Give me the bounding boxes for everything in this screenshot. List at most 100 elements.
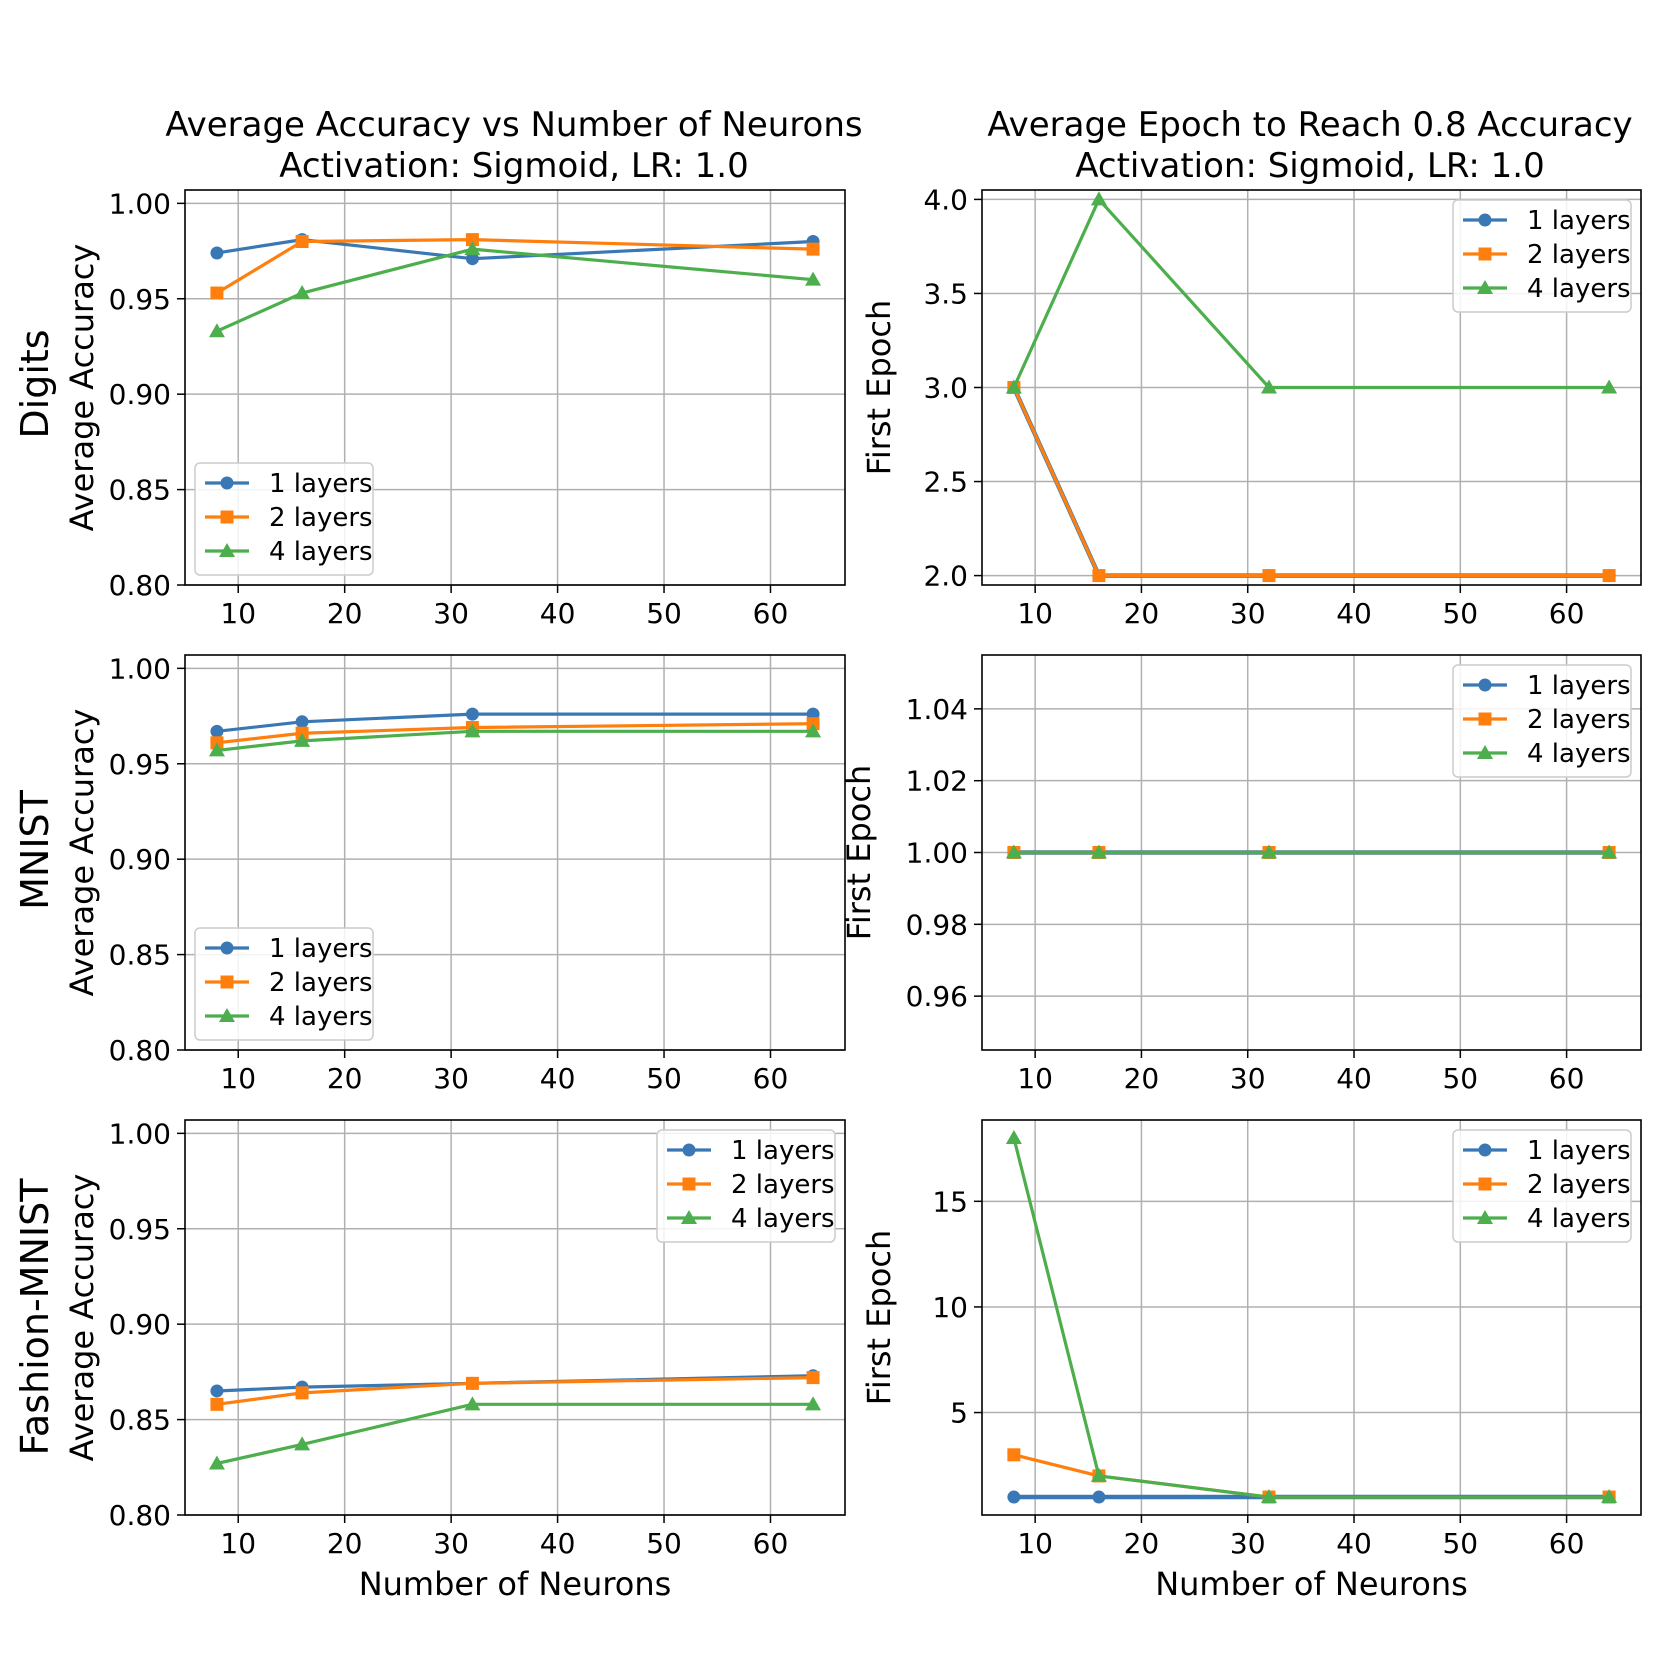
data-point-4-layers (464, 241, 481, 256)
data-point-2-layers (295, 1386, 309, 1400)
legend-label: 2 layers (269, 503, 373, 533)
x-tick-label: 60 (1549, 597, 1585, 630)
x-tick-label: 20 (1124, 1527, 1160, 1560)
legend-marker (220, 510, 234, 524)
y-axis-label: Average Accuracy (63, 709, 101, 997)
data-point-2-layers (1092, 569, 1106, 583)
x-tick-label: 10 (1017, 1527, 1053, 1560)
row-label-digits: Digits (13, 329, 57, 438)
y-tick-label: 1.00 (109, 187, 171, 220)
x-tick-label: 10 (220, 1527, 256, 1560)
x-tick-label: 50 (646, 597, 682, 630)
legend: 1 layers 2 layers 4 layers (1452, 664, 1632, 778)
legend-marker (1478, 712, 1492, 726)
data-point-2-layers (295, 235, 309, 249)
legend-label: 2 layers (1527, 240, 1631, 270)
legend-marker (1478, 678, 1492, 692)
legend-marker (219, 1008, 235, 1022)
y-axis-label: Average Accuracy (63, 1174, 101, 1462)
x-tick-label: 10 (1017, 1062, 1053, 1095)
data-point-1-layers (295, 715, 309, 729)
axes-frame (981, 654, 1642, 1051)
series-line-2-layers (216, 238, 814, 295)
legend-label: 1 layers (731, 1136, 835, 1166)
x-tick-label: 30 (1230, 597, 1266, 630)
data-point-4-layers (805, 1396, 822, 1411)
y-tick-label: 0.96 (906, 980, 968, 1013)
y-tick-label: 0.80 (109, 569, 171, 602)
y-tick-label: 0.80 (109, 1034, 171, 1067)
data-point-4-layers (1005, 379, 1022, 394)
data-point-1-layers (210, 246, 224, 260)
x-tick-label: 20 (327, 1527, 363, 1560)
data-point-1-layers (210, 724, 224, 738)
row-label-mnist: MNIST (13, 789, 57, 910)
legend-label: 4 layers (269, 537, 373, 567)
x-tick-label: 50 (1442, 597, 1478, 630)
panel-mnist-epoch: 10 20 30 40 50 60 0.96 0.98 1.00 1.02 1.04 First Ep… (840, 654, 1642, 1095)
data-point-4-layers (805, 723, 822, 738)
data-point-2-layers (1262, 569, 1276, 583)
legend-label: 2 layers (269, 968, 373, 998)
data-point-2-layers (210, 1397, 224, 1411)
row-label-fashion-mnist: Fashion-MNIST (13, 1178, 57, 1456)
legend-box (656, 1129, 836, 1243)
legend-marker (682, 1143, 696, 1157)
data-point-1-layers (1007, 1490, 1021, 1504)
x-tick-label: 40 (1336, 597, 1372, 630)
legend-box (1452, 199, 1632, 313)
data-point-4-layers (1260, 1489, 1277, 1504)
legend-label: 4 layers (269, 1002, 373, 1032)
y-tick-label: 3.5 (923, 277, 968, 310)
x-tick-label: 40 (540, 1527, 576, 1560)
data-point-2-layers (210, 286, 224, 300)
series-line-4-layers (216, 1402, 814, 1466)
data-point-4-layers (1090, 1467, 1107, 1482)
legend-marker (1478, 1177, 1492, 1191)
panel-mnist-accuracy: 10 20 30 40 50 60 0.80 0.85 0.90 0.95 1.00Average … (63, 652, 846, 1095)
data-point-4-layers (805, 271, 822, 286)
y-tick-label: 15 (932, 1185, 968, 1218)
data-point-1-layers (465, 707, 479, 721)
legend-label: 2 layers (731, 1170, 835, 1200)
series-line-1-layers (216, 238, 814, 261)
y-tick-label: 10 (932, 1291, 968, 1324)
data-point-2-layers (806, 1371, 820, 1385)
y-tick-label: 0.85 (109, 1404, 171, 1437)
y-tick-label: 1.02 (906, 765, 968, 798)
data-point-4-layers (294, 1436, 311, 1451)
legend: 1 layers 2 layers 4 layers (1452, 1129, 1632, 1243)
series-line-2-layers (216, 1376, 814, 1406)
data-point-4-layers (1005, 844, 1022, 859)
x-tick-label: 60 (753, 597, 789, 630)
x-tick-label: 30 (433, 597, 469, 630)
data-point-2-layers (465, 233, 479, 247)
data-point-4-layers (1260, 379, 1277, 394)
legend-label: 1 layers (1527, 1136, 1631, 1166)
legend-label: 4 layers (731, 1204, 835, 1234)
y-tick-label: 0.85 (109, 474, 171, 507)
axes-frame (981, 189, 1642, 586)
series-line-4-layers (216, 729, 814, 753)
x-tick-label: 40 (540, 597, 576, 630)
data-point-2-layers (806, 242, 820, 256)
y-tick-label: 0.85 (109, 939, 171, 972)
x-tick-label: 40 (1336, 1062, 1372, 1095)
panel-digits-accuracy: 10 20 30 40 50 60 0.80 0.85 0.90 0.95 1.00Average … (63, 187, 846, 630)
legend-marker (682, 1177, 696, 1191)
y-tick-label: 2.5 (923, 466, 968, 499)
legend-marker (219, 543, 235, 557)
x-tick-label: 30 (1230, 1062, 1266, 1095)
x-tick-label: 50 (646, 1062, 682, 1095)
y-tick-label: 4.0 (923, 183, 968, 216)
x-tick-label: 40 (540, 1062, 576, 1095)
y-axis-label: Average Accuracy (63, 244, 101, 532)
legend-marker (1477, 1210, 1493, 1224)
data-point-4-layers (208, 323, 225, 338)
y-tick-label: 1.00 (109, 652, 171, 685)
panel-digits-epoch: 10 20 30 40 50 60 2.0 2.5 3.0 3.5 4.0 First Epoch 1 … (860, 183, 1642, 630)
x-tick-label: 60 (753, 1527, 789, 1560)
legend-label: 1 layers (269, 934, 373, 964)
x-tick-label: 50 (1442, 1062, 1478, 1095)
data-point-4-layers (1005, 1129, 1022, 1144)
